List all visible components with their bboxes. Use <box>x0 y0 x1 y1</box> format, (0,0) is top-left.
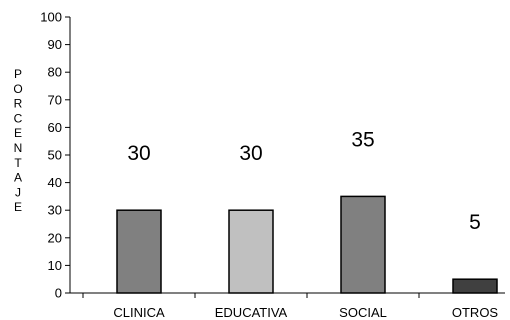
y-tick-label: 90 <box>48 37 62 52</box>
y-axis-label-letter: C <box>14 111 23 125</box>
y-axis-label-letter: E <box>14 200 22 214</box>
bars: 30 30 35 5 <box>116 128 498 294</box>
x-tick-label: CLINICA <box>113 305 165 320</box>
y-axis: 0 10 20 30 40 50 60 70 80 90 100 <box>40 10 71 301</box>
x-tick-label: OTROS <box>452 305 499 320</box>
y-axis-label-letter: T <box>14 156 22 170</box>
x-axis: CLINICA EDUCATIVA SOCIAL OTROS <box>70 292 505 320</box>
y-tick-label: 60 <box>48 120 62 135</box>
y-tick-label: 10 <box>48 258 62 273</box>
y-tick-label: 0 <box>55 286 62 301</box>
y-axis-label-letter: A <box>14 171 22 185</box>
y-axis-label-letter: O <box>13 82 22 96</box>
bar-clinica <box>116 209 162 294</box>
data-label: 30 <box>127 142 150 165</box>
y-axis-label-letter: J <box>15 185 21 199</box>
y-tick-label: 50 <box>48 148 62 163</box>
bar-educativa <box>228 209 274 294</box>
data-label: 5 <box>469 211 481 234</box>
y-tick-label: 70 <box>48 92 62 107</box>
y-tick-label: 20 <box>48 230 62 245</box>
data-label: 30 <box>239 142 262 165</box>
y-axis-label-letter: N <box>14 141 23 155</box>
data-label: 35 <box>351 128 374 151</box>
y-tick-label: 100 <box>40 10 62 25</box>
bar-otros <box>452 278 498 294</box>
x-tick-label: EDUCATIVA <box>215 305 288 320</box>
y-axis-label-letter: R <box>14 97 23 111</box>
y-axis-label-letter: E <box>14 126 22 140</box>
y-tick-label: 80 <box>48 65 62 80</box>
y-tick-label: 40 <box>48 175 62 190</box>
x-tick-label: SOCIAL <box>339 305 387 320</box>
y-axis-label-letter: P <box>14 67 22 81</box>
bar-social <box>340 195 386 294</box>
y-tick-label: 30 <box>48 203 62 218</box>
